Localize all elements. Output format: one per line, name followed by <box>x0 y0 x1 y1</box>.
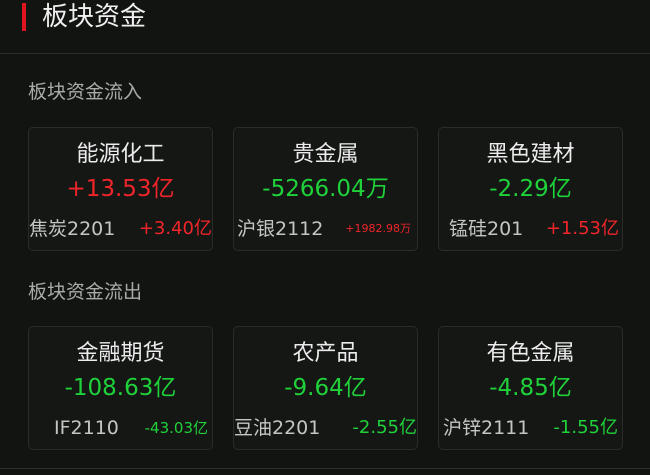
sector-value: -9.64亿 <box>284 375 367 401</box>
top-contract-value: +3.40亿 <box>138 218 212 239</box>
top-contract-value: +1.53亿 <box>545 218 619 239</box>
sector-card-outflow-0[interactable]: 金融期货 -108.63亿 IF2110 -43.03亿 <box>28 326 213 450</box>
top-contract-value: +1982.98万 <box>345 222 411 235</box>
top-contract-value: -1.55亿 <box>553 417 618 438</box>
sector-value: -4.85亿 <box>489 375 572 401</box>
sector-name: 金融期货 <box>76 341 165 366</box>
sector-name: 能源化工 <box>76 142 165 167</box>
title-accent-bar <box>22 3 26 31</box>
sector-name: 有色金属 <box>486 341 575 366</box>
top-contract-name: 焦炭2201 <box>29 218 116 240</box>
sector-name: 贵金属 <box>292 142 359 167</box>
top-contract-name: 锰硅201 <box>449 218 524 240</box>
sector-value: -108.63亿 <box>64 375 177 401</box>
sector-card-inflow-0[interactable]: 能源化工 +13.53亿 焦炭2201 +3.40亿 <box>28 127 213 251</box>
top-contract-value: -43.03亿 <box>144 419 208 437</box>
outflow-section-label: 板块资金流出 <box>28 281 143 303</box>
sector-value: -5266.04万 <box>262 176 389 202</box>
sector-card-inflow-1[interactable]: 贵金属 -5266.04万 沪银2112 +1982.98万 <box>233 127 418 251</box>
top-contract-name: 豆油2201 <box>234 417 321 439</box>
sector-name: 黑色建材 <box>486 142 575 167</box>
top-contract-name: 沪银2112 <box>237 218 324 240</box>
top-contract-name: 沪锌2111 <box>443 417 530 439</box>
sector-name: 农产品 <box>292 341 359 366</box>
bottom-divider <box>0 468 650 469</box>
header: 板块资金 <box>0 0 650 54</box>
inflow-section-label: 板块资金流入 <box>28 81 143 103</box>
top-contract-name: IF2110 <box>54 417 119 439</box>
top-contract-value: -2.55亿 <box>352 417 417 438</box>
sector-card-outflow-1[interactable]: 农产品 -9.64亿 豆油2201 -2.55亿 <box>233 326 418 450</box>
sector-value: +13.53亿 <box>66 176 175 202</box>
page-title: 板块资金 <box>42 2 147 32</box>
sector-card-outflow-2[interactable]: 有色金属 -4.85亿 沪锌2111 -1.55亿 <box>438 326 623 450</box>
sector-value: -2.29亿 <box>489 176 572 202</box>
sector-card-inflow-2[interactable]: 黑色建材 -2.29亿 锰硅201 +1.53亿 <box>438 127 623 251</box>
